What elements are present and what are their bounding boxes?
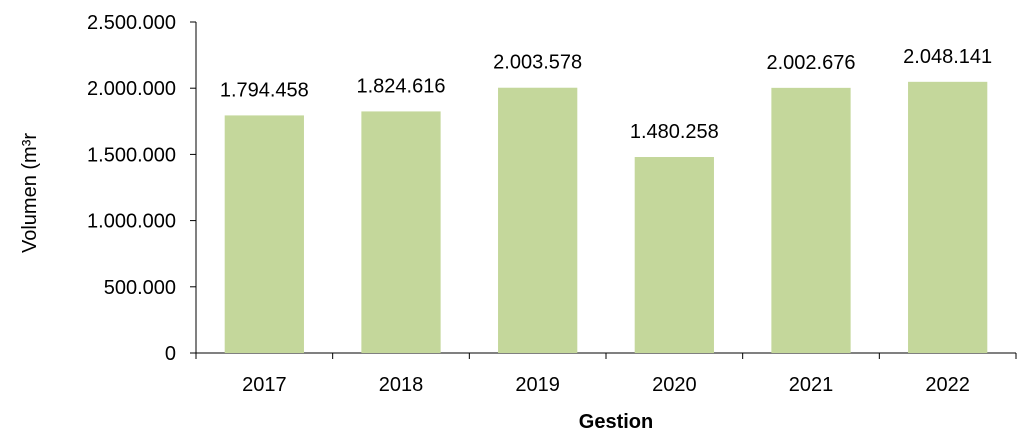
y-axis-title: Volumen (m³r: [19, 133, 41, 253]
bar-2017: [224, 115, 304, 353]
x-axis-title: Gestion: [579, 411, 653, 433]
bars: [224, 81, 988, 354]
x-tick-label-2022: 2022: [925, 374, 970, 396]
x-tick-label-2021: 2021: [789, 374, 834, 396]
y-axis-ticks: 0 500.000 1.000.000 1.500.000 2.000.000 2.500…: [87, 12, 196, 365]
data-label-2020: 1.480.258: [630, 121, 719, 143]
data-label-2017: 1.794.458: [220, 79, 309, 101]
x-tick-label-2019: 2019: [515, 374, 560, 396]
y-tick-label: 500.000: [104, 277, 176, 299]
x-tick-label-2020: 2020: [652, 374, 697, 396]
y-tick-label: 2.000.000: [87, 78, 176, 100]
data-label-2021: 2.002.676: [767, 52, 856, 74]
bar-2021: [771, 87, 851, 353]
bar-2018: [361, 111, 441, 354]
y-tick-label: 1.500.000: [87, 144, 176, 166]
x-tick-label-2017: 2017: [242, 374, 287, 396]
bar-2020: [634, 157, 714, 353]
y-tick-label: 0: [165, 343, 176, 365]
data-label-2019: 2.003.578: [493, 52, 582, 74]
x-tick-label-2018: 2018: [379, 374, 424, 396]
bar-2022: [908, 81, 988, 353]
bar-2019: [498, 87, 578, 354]
x-axis-ticks: 2017 2018 2019 2020 2021 2022: [195, 353, 1017, 396]
y-tick-label: 1.000.000: [87, 211, 176, 233]
data-labels: 1.794.458 1.824.616 2.003.578 1.480.258 2.00…: [220, 46, 992, 143]
y-tick-label: 2.500.000: [87, 12, 176, 34]
data-label-2022: 2.048.141: [903, 46, 992, 68]
data-label-2018: 1.824.616: [357, 75, 446, 97]
